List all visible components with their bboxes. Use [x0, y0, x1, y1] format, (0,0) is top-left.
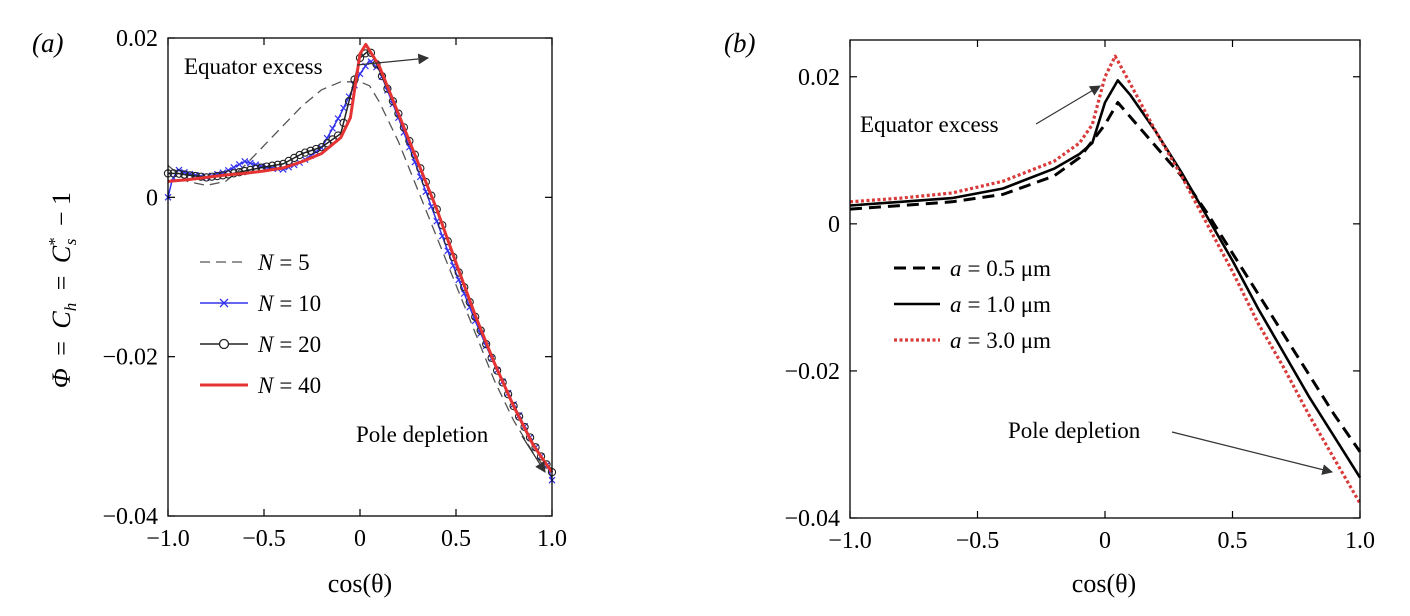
x-axis-label-a: cos(θ) — [328, 569, 392, 598]
arrow-equator-a — [356, 53, 430, 66]
series-marker-a-2 — [235, 161, 243, 168]
arrow-pole-a — [521, 435, 546, 473]
annotation-equator-excess-a: Equator excess — [184, 54, 323, 79]
series-marker-a-3 — [317, 142, 326, 152]
legend-label-b-2: a = 1.0 μm — [950, 292, 1051, 317]
series-marker-a-3 — [306, 146, 315, 155]
y-axis-label-a: Φ = Ch = C*s − 1 — [45, 192, 82, 388]
series-line-a-4 — [167, 42, 554, 474]
series-marker-a-3 — [174, 169, 184, 178]
legend-label-b-3: a = 3.0 μm — [950, 328, 1051, 353]
legend-marker — [219, 298, 229, 308]
series-marker-a-3 — [311, 144, 321, 154]
x-tick-label: 1.0 — [537, 526, 567, 552]
x-ticks-a: −1.0 −0.5 0 0.5 1.0 — [146, 38, 567, 552]
series-marker-a-3 — [169, 169, 178, 178]
series-marker-a-2 — [329, 124, 336, 132]
x-tick-label: 0 — [1099, 528, 1111, 554]
series-line-a-3 — [168, 49, 553, 473]
x-tick-label: −1.0 — [828, 528, 872, 554]
x-tick-label: 0.5 — [441, 526, 471, 552]
x-ticks-b: −1.0 −0.5 0 0.5 1.0 — [828, 40, 1375, 554]
series-marker-a-3 — [295, 150, 304, 160]
series-marker-a-2 — [241, 158, 249, 165]
annotation-pole-depletion-a: Pole depletion — [356, 422, 489, 447]
y-tick-label: 0 — [828, 212, 840, 238]
series-marker-a-3 — [536, 452, 546, 461]
series-marker-a-2 — [246, 159, 254, 167]
y-tick-label: −0.04 — [784, 506, 840, 532]
panel-a-label: (a) — [32, 28, 63, 58]
series-marker-a-3 — [366, 48, 376, 57]
arrow-pole-b — [1171, 431, 1334, 475]
x-tick-label: 0.5 — [1218, 528, 1248, 554]
chart-a: (a) 0.02 0 −0.02 −0.04 −1.0 −0.5 0 0.5 1.0 cos(… — [32, 26, 567, 598]
series-line-b-2 — [849, 79, 1362, 479]
series-line-a-2 — [167, 59, 553, 481]
x-tick-label: 1.0 — [1345, 528, 1375, 554]
legend-label-a-3: N = 20 — [257, 332, 321, 357]
legend-label-a-2: N = 10 — [257, 291, 321, 316]
y-tick-label: −0.02 — [784, 359, 840, 385]
chart-b: (b) 0.02 0 −0.02 −0.04 −1.0 −0.5 0 0.5 1.0 cos(… — [724, 28, 1375, 598]
y-tick-label: −0.04 — [102, 504, 158, 530]
series-line-b-1 — [849, 101, 1362, 453]
x-axis-label-b: cos(θ) — [1072, 569, 1136, 598]
legend-a: N = 5 N = 10 N = 20 N = 40 — [200, 250, 321, 398]
legend-marker — [218, 338, 230, 350]
legend-label-a-4: N = 40 — [257, 373, 321, 398]
y-tick-label: 0.02 — [798, 65, 840, 91]
y-ticks-a: 0.02 0 −0.02 −0.04 — [102, 26, 552, 530]
annotation-equator-excess-b: Equator excess — [860, 112, 999, 137]
y-ticks-b: 0.02 0 −0.02 −0.04 — [784, 65, 1360, 532]
series-marker-a-3 — [300, 148, 310, 157]
panel-b-label: (b) — [724, 28, 755, 58]
plot-area-a — [163, 42, 557, 484]
arrow-equator-b — [1035, 85, 1101, 125]
plot-area-b — [849, 54, 1362, 505]
series-marker-a-3 — [322, 139, 332, 148]
y-tick-label: −0.02 — [102, 345, 158, 371]
series-marker-a-3 — [180, 170, 189, 179]
x-tick-label: −0.5 — [242, 526, 286, 552]
legend-b: a = 0.5 μm a = 1.0 μm a = 3.0 μm — [894, 256, 1051, 353]
series-line-b-3 — [849, 54, 1362, 505]
y-tick-label: 0.02 — [116, 26, 158, 52]
series-marker-a-2 — [340, 104, 347, 112]
series-line-a-1 — [167, 81, 553, 469]
x-tick-label: 0 — [354, 526, 366, 552]
legend-label-b-1: a = 0.5 μm — [950, 256, 1051, 281]
y-tick-label: 0 — [146, 185, 158, 211]
x-tick-label: −1.0 — [146, 526, 190, 552]
legend-label-a-1: N = 5 — [257, 250, 310, 275]
x-tick-label: −0.5 — [956, 528, 1000, 554]
annotation-pole-depletion-b: Pole depletion — [1008, 418, 1141, 443]
series-marker-a-2 — [230, 163, 238, 171]
